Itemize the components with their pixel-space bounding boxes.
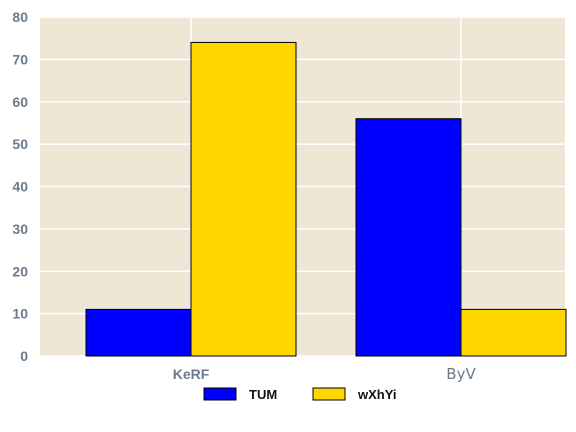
y-tick-label: 60 (12, 94, 28, 110)
bar-wXhYi-KeRF (190, 41, 297, 357)
legend-swatch-TUM (203, 387, 237, 401)
x-tick-label: KeRF (173, 366, 210, 382)
y-tick-label: 30 (12, 221, 28, 237)
y-axis-tick-labels: 0 10 20 30 40 50 60 70 80 (12, 9, 28, 364)
legend: TUM wXhYi (203, 387, 397, 402)
y-tick-label: 50 (12, 136, 28, 152)
y-tick-label: 10 (12, 306, 28, 322)
y-tick-label: 80 (12, 9, 28, 25)
legend-label-wXhYi: wXhYi (357, 387, 397, 402)
x-tick-label: ByV (446, 365, 476, 383)
legend-swatch-wXhYi (312, 387, 346, 401)
y-tick-label: 40 (12, 179, 28, 195)
y-tick-label: 20 (12, 263, 28, 279)
legend-label-TUM: TUM (249, 387, 277, 402)
y-tick-label: 0 (20, 348, 28, 364)
bars (85, 41, 567, 357)
bar-wXhYi-ByV (460, 308, 567, 357)
bar-TUM-KeRF (85, 308, 192, 357)
bar-TUM-ByV (355, 118, 462, 357)
y-tick-label: 70 (12, 51, 28, 67)
x-axis-tick-labels: KeRF ByV (173, 365, 477, 383)
